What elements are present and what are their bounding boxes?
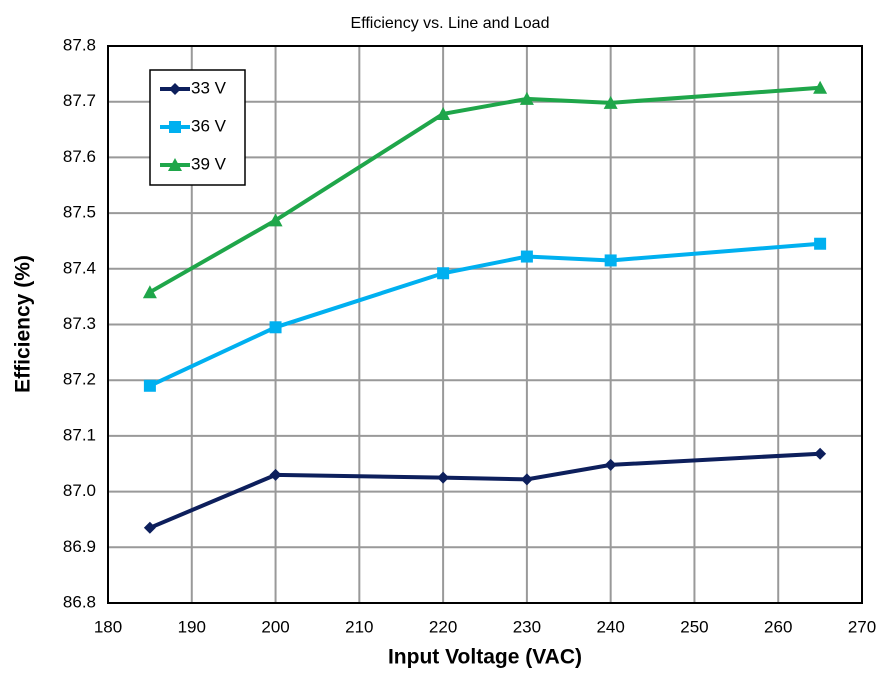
y-tick-label: 87.4 [63, 258, 96, 277]
y-tick-label: 86.9 [63, 537, 96, 556]
x-tick-label: 220 [429, 617, 457, 636]
legend-label: 39 V [191, 154, 227, 173]
y-tick-label: 87.7 [63, 91, 96, 110]
marker [813, 80, 828, 94]
marker [603, 95, 618, 109]
marker [269, 468, 282, 481]
y-tick-label: 87.0 [63, 481, 96, 500]
marker [519, 91, 534, 105]
chart-title: Efficiency vs. Line and Load [351, 15, 550, 32]
marker [436, 106, 451, 120]
marker [814, 447, 827, 460]
marker [604, 254, 617, 267]
legend-label: 33 V [191, 78, 227, 97]
legend-label: 36 V [191, 116, 227, 135]
marker [268, 213, 283, 227]
legend-marker [168, 158, 182, 171]
y-tick-label: 87.3 [63, 314, 96, 333]
marker [142, 285, 157, 299]
x-tick-label: 190 [178, 617, 206, 636]
plot-border [107, 45, 863, 604]
marker [143, 521, 156, 534]
marker [269, 321, 282, 334]
marker [143, 379, 156, 392]
y-axis-label: Efficiency (%) [12, 255, 35, 393]
marker [437, 267, 450, 280]
y-tick-label: 86.8 [63, 592, 96, 611]
marker [604, 458, 617, 471]
x-tick-label: 240 [596, 617, 624, 636]
legend-marker [169, 83, 181, 95]
x-tick-label: 250 [680, 617, 708, 636]
series-line [149, 451, 821, 530]
series-line [148, 85, 821, 294]
x-tick-label: 230 [513, 617, 541, 636]
y-tick-label: 87.8 [63, 35, 96, 54]
y-tick-label: 87.2 [63, 370, 96, 389]
x-tick-label: 270 [848, 617, 876, 636]
y-tick-label: 87.5 [63, 203, 96, 222]
marker [814, 237, 827, 250]
marker [520, 473, 533, 486]
x-tick-label: 200 [261, 617, 289, 636]
x-tick-label: 260 [764, 617, 792, 636]
x-tick-label: 210 [345, 617, 373, 636]
marker [520, 250, 533, 263]
y-tick-label: 87.1 [63, 425, 96, 444]
marker [437, 471, 450, 484]
x-tick-label: 180 [94, 617, 122, 636]
legend-marker [169, 121, 181, 133]
x-axis-label: Input Voltage (VAC) [388, 646, 582, 669]
y-tick-label: 87.6 [63, 147, 96, 166]
series-line [149, 241, 821, 388]
